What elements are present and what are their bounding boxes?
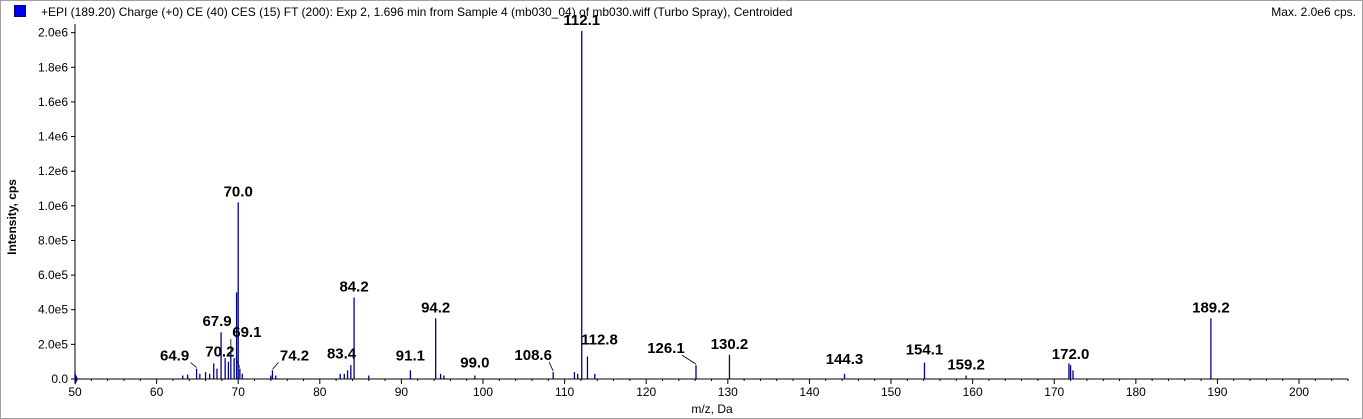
peak-label-leader <box>272 362 279 370</box>
x-tick-label: 150 <box>881 385 901 399</box>
x-axis-origin-marker <box>75 373 78 385</box>
y-tick-label: 8.0e5 <box>38 233 68 247</box>
y-tick-label: 1.4e6 <box>38 130 68 144</box>
peak-label: 74.2 <box>280 347 309 364</box>
y-tick-label: 6.0e5 <box>38 268 68 282</box>
peak-label: 172.0 <box>1052 346 1090 363</box>
spectrum-title: +EPI (189.20) Charge (+0) CE (40) CES (1… <box>41 5 793 19</box>
series-legend-swatch <box>14 5 26 17</box>
x-tick-label: 130 <box>718 385 738 399</box>
peak-label: 130.2 <box>711 336 749 353</box>
x-axis-label: m/z, Da <box>691 402 733 416</box>
y-tick-label: 1.0e6 <box>38 199 68 213</box>
x-tick-label: 100 <box>473 385 493 399</box>
peak-label: 112.8 <box>581 331 618 348</box>
peak-label: 126.1 <box>647 340 685 357</box>
peak-label: 69.1 <box>232 324 261 341</box>
peak-label: 84.2 <box>339 279 368 296</box>
x-tick-label: 190 <box>1207 385 1227 399</box>
y-tick-label: 2.0e6 <box>38 26 68 40</box>
y-axis-label: Intensity, cps <box>5 179 19 255</box>
x-tick-label: 200 <box>1289 385 1309 399</box>
peak-label: 70.2 <box>205 344 234 361</box>
peak-labels-layer: 112.1 70.0 84.2 94.2 189.2 67.969.1 130.2 112.8… <box>160 12 1230 374</box>
peak-label: 67.9 <box>202 313 231 330</box>
peak-label: 144.3 <box>826 351 864 368</box>
y-tick-label: 1.6e6 <box>38 95 68 109</box>
peak-label-leader <box>548 361 554 372</box>
peak-label: 112.1 <box>563 12 600 29</box>
x-tick-label: 160 <box>963 385 983 399</box>
x-tick-label: 80 <box>313 385 327 399</box>
peak-label-leader <box>235 358 241 368</box>
y-tick-label: 0.0 <box>51 372 68 386</box>
peaks-layer <box>74 30 1212 379</box>
max-intensity-label: Max. 2.0e6 cps. <box>1271 5 1356 19</box>
peak-label: 154.1 <box>906 342 944 359</box>
peak-label: 91.1 <box>396 347 425 364</box>
y-tick-label: 4.0e5 <box>38 303 68 317</box>
peak-label: 99.0 <box>460 355 489 372</box>
peak-label: 70.0 <box>224 183 253 200</box>
x-tick-label: 140 <box>799 385 819 399</box>
x-tick-label: 110 <box>555 385 574 399</box>
x-tick-label: 170 <box>1044 385 1064 399</box>
peak-label: 159.2 <box>947 357 985 374</box>
x-tick-label: 60 <box>150 385 164 399</box>
axes-layer: 50 60 70 80 90 100 110 120 130 140 150 160 170 180 190… <box>38 24 1349 399</box>
x-tick-label: 90 <box>395 385 409 399</box>
peak-label: 83.4 <box>327 345 357 362</box>
peak-label-leader <box>190 362 197 368</box>
peak-label: 189.2 <box>1192 299 1230 316</box>
peak-label: 94.2 <box>421 299 450 316</box>
peak-label-leader <box>681 354 697 365</box>
peak-label: 64.9 <box>160 348 189 365</box>
x-tick-label: 70 <box>232 385 246 399</box>
x-tick-label: 50 <box>68 385 82 399</box>
y-tick-label: 2.0e5 <box>38 337 68 351</box>
x-tick-label: 180 <box>1126 385 1146 399</box>
y-tick-label: 1.8e6 <box>38 60 68 74</box>
peak-label: 108.6 <box>514 347 552 364</box>
y-tick-label: 1.2e6 <box>38 164 68 178</box>
x-tick-label: 120 <box>636 385 656 399</box>
